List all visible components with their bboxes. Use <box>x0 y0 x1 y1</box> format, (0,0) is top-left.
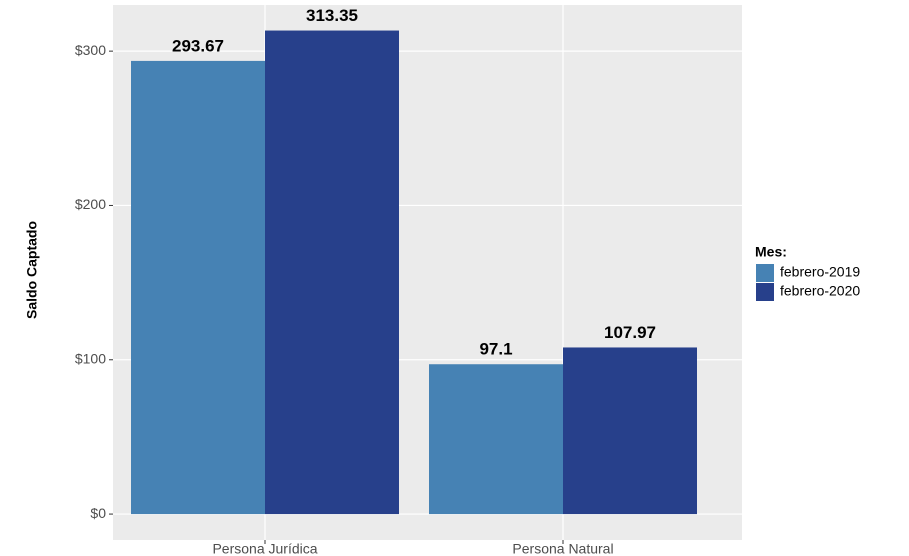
x-tick-label: Persona Jurídica <box>212 541 317 556</box>
legend-title: Mes: <box>755 244 787 260</box>
legend-key <box>756 264 774 282</box>
value-label: 293.67 <box>172 36 224 55</box>
bar <box>563 347 697 515</box>
bar <box>429 364 563 515</box>
y-tick-label: $200 <box>75 196 106 212</box>
value-label: 107.97 <box>604 323 656 342</box>
legend-label: febrero-2020 <box>780 283 860 299</box>
y-tick-label: $300 <box>75 42 106 58</box>
bar <box>265 30 399 515</box>
legend-key <box>756 283 774 301</box>
bar <box>131 60 265 515</box>
value-label: 313.35 <box>306 6 358 25</box>
value-label: 97.1 <box>479 340 512 359</box>
y-axis-label: Saldo Captado <box>24 221 40 319</box>
x-tick-label: Persona Natural <box>512 541 613 556</box>
y-tick-label: $0 <box>90 505 106 521</box>
y-tick-label: $100 <box>75 350 106 366</box>
legend-label: febrero-2019 <box>780 264 860 280</box>
